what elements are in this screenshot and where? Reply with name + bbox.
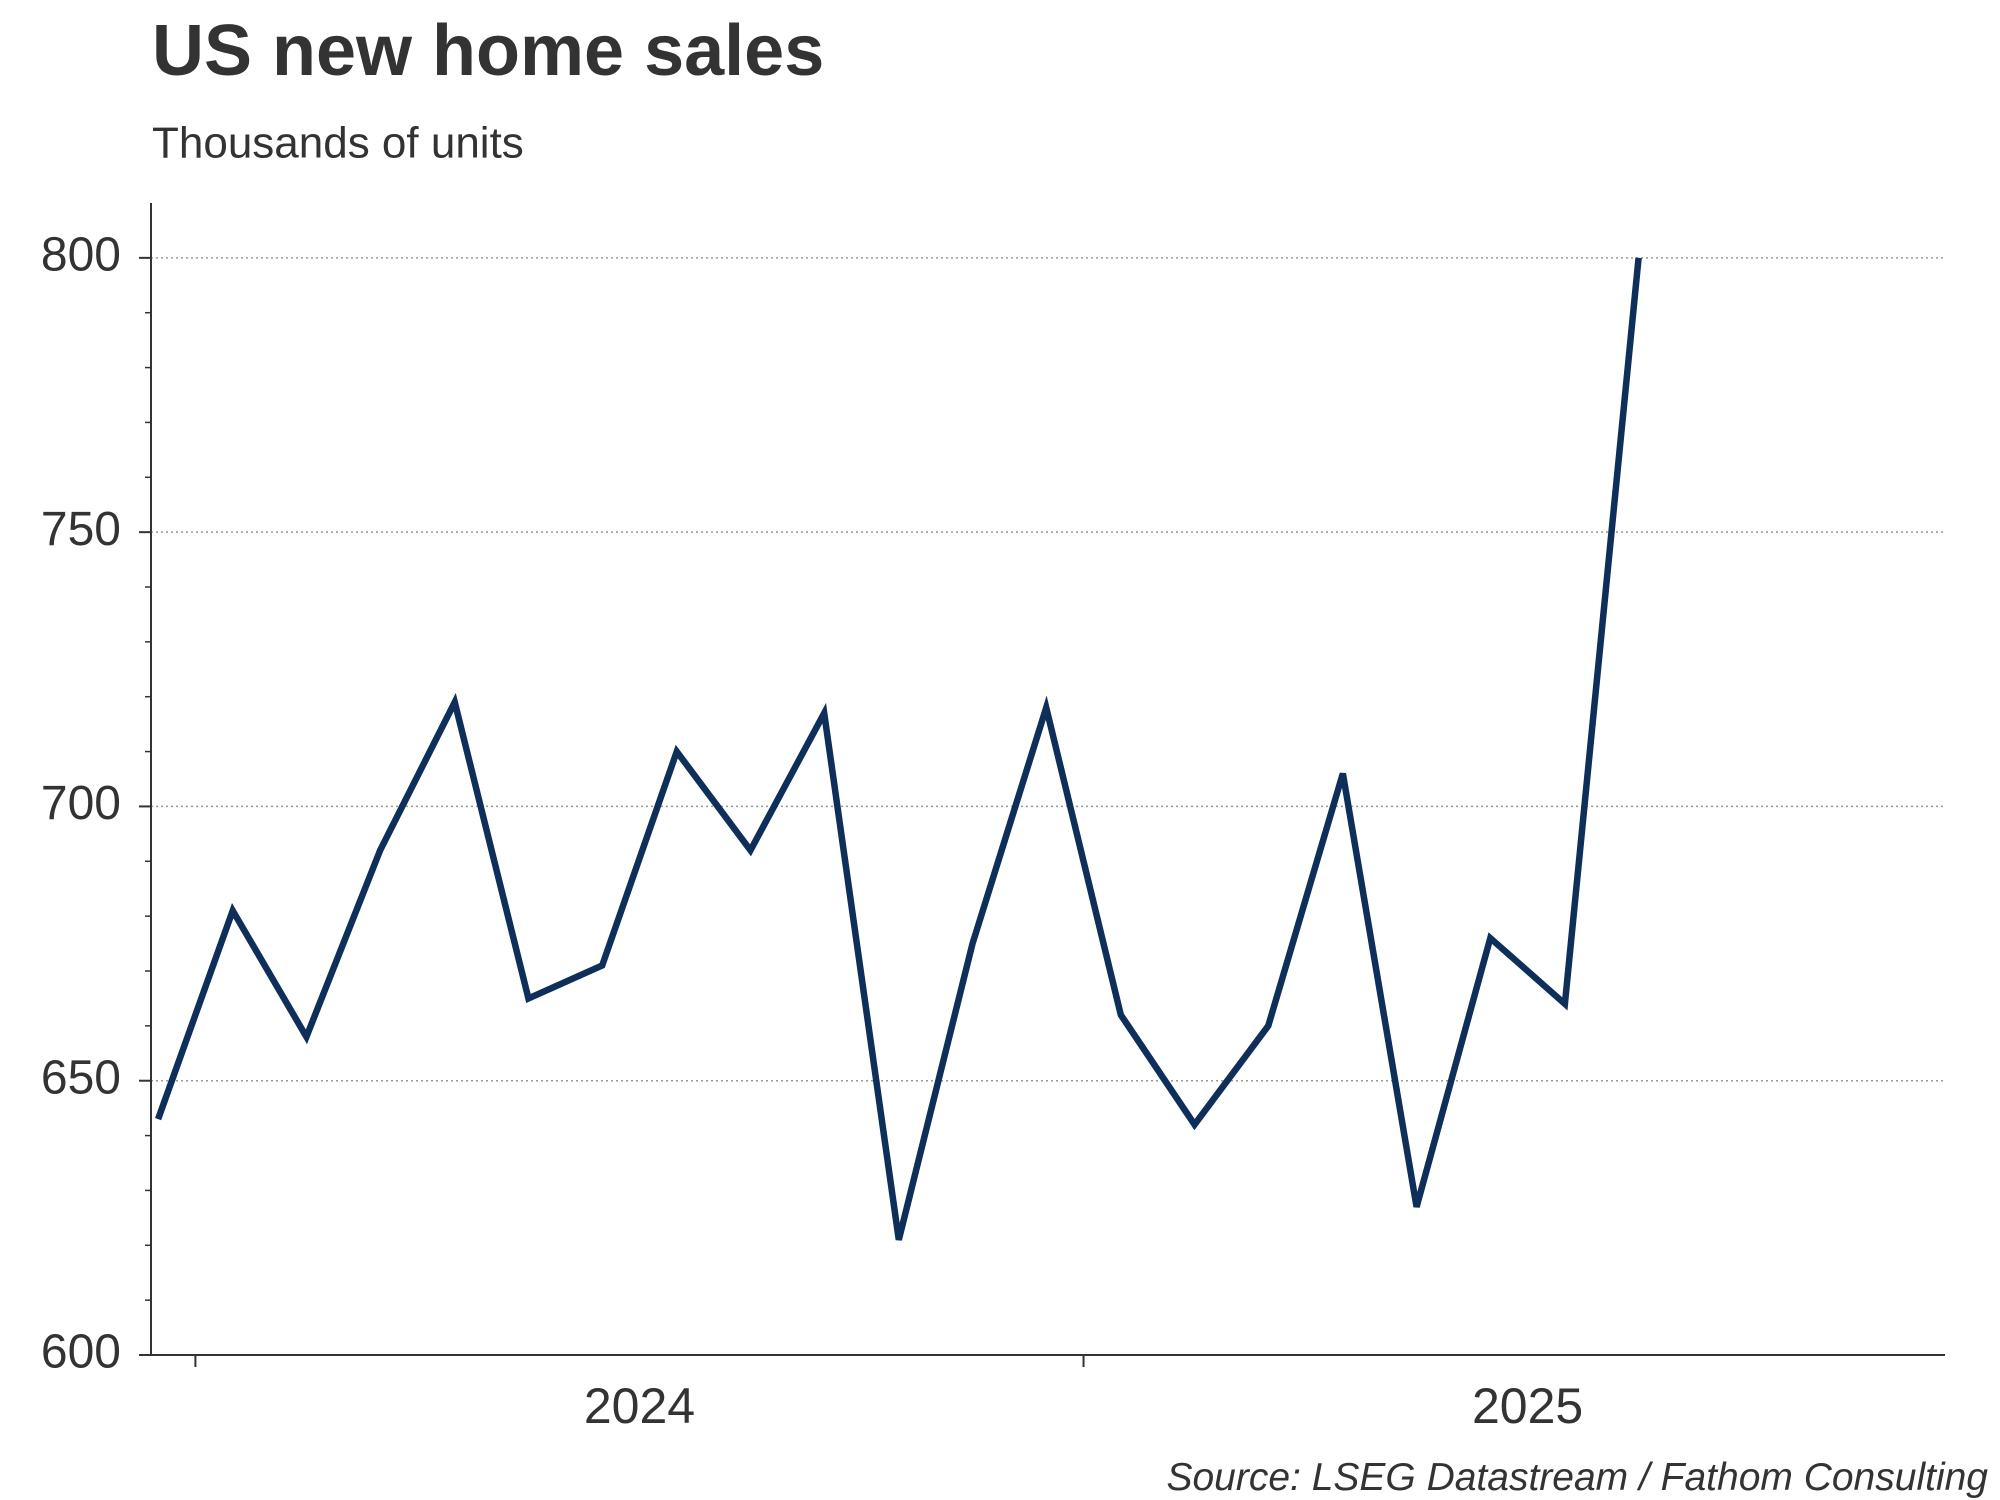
source-note: Source: LSEG Datastream / Fathom Consult…	[1166, 1456, 1988, 1499]
y-tick-label: 700	[41, 777, 121, 830]
y-tick-label: 750	[41, 503, 121, 556]
y-tick-label: 800	[41, 229, 121, 282]
x-tick-label: 2025	[1472, 1378, 1583, 1434]
chart-subtitle: Thousands of units	[152, 119, 524, 168]
y-tick-label: 650	[41, 1051, 121, 1104]
x-tick-label: 2024	[584, 1378, 695, 1434]
y-tick-label: 600	[41, 1326, 121, 1379]
chart-title: US new home sales	[152, 11, 824, 91]
data-line	[155, 257, 1642, 1241]
